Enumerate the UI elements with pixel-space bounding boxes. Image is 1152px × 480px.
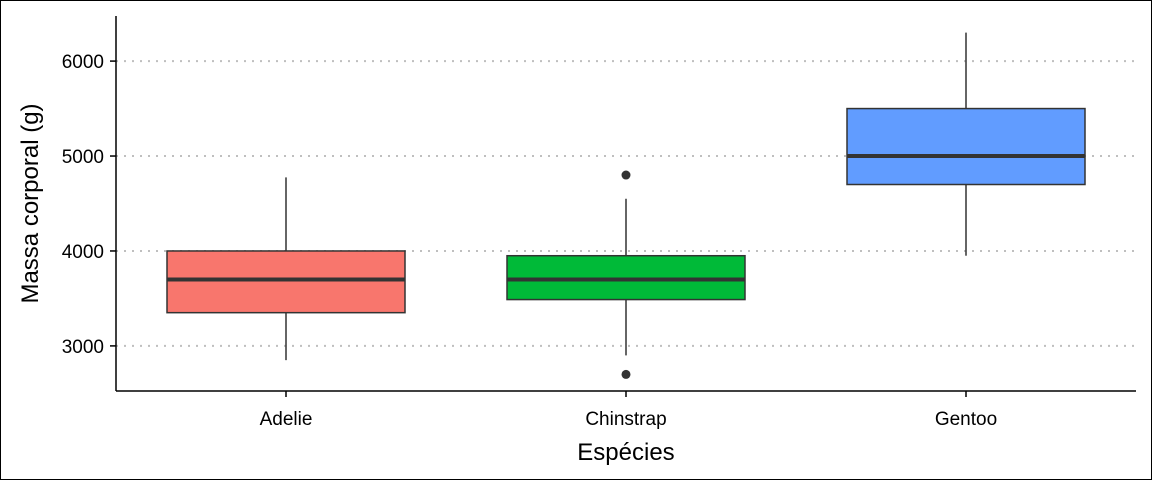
x-axis-title: Espécies — [577, 439, 674, 466]
x-tick-label-chinstrap: Chinstrap — [585, 409, 666, 430]
box-chinstrap — [506, 170, 746, 379]
box-iqr — [846, 107, 1086, 186]
y-tick-label-3000: 3000 — [62, 337, 104, 358]
x-tick-label-adelie: Adelie — [260, 409, 313, 430]
boxes-layer — [166, 32, 1086, 379]
outlier-point — [621, 170, 631, 180]
y-axis-title: Massa corporal (g) — [17, 103, 44, 303]
y-ticks: 3000 4000 5000 6000 — [62, 52, 116, 358]
box-adelie — [166, 177, 406, 361]
x-tick-label-gentoo: Gentoo — [935, 409, 997, 430]
y-tick-label-4000: 4000 — [62, 242, 104, 263]
y-tick-label-6000: 6000 — [62, 52, 104, 73]
box-gentoo — [846, 32, 1086, 256]
box-iqr — [166, 250, 406, 314]
x-ticks: Adelie Chinstrap Gentoo — [260, 391, 997, 430]
y-tick-label-5000: 5000 — [62, 147, 104, 168]
outlier-point — [621, 369, 631, 379]
